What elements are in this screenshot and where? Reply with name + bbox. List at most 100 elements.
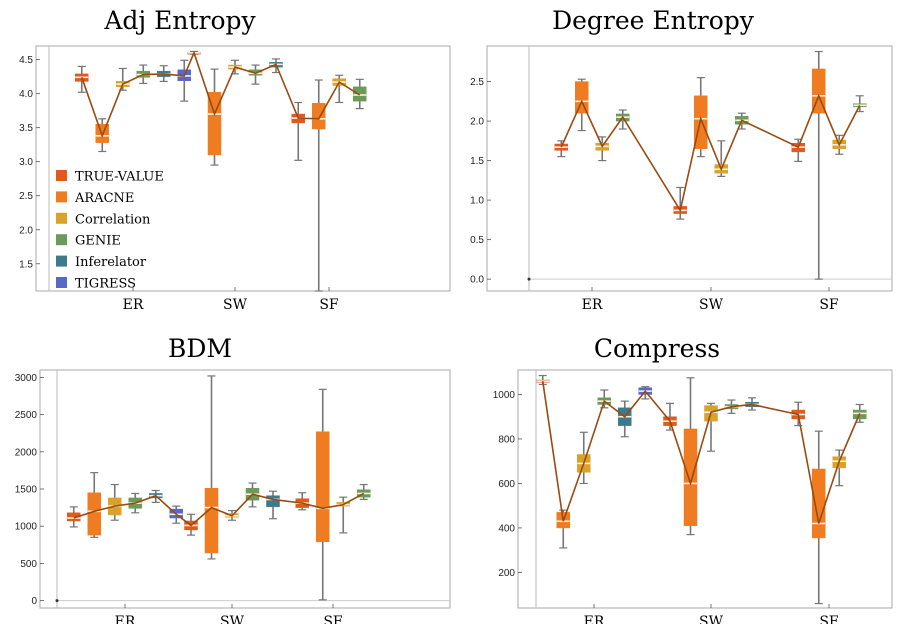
plot-frame <box>517 369 893 609</box>
box-aracne <box>683 377 698 536</box>
box-inferelator <box>266 490 280 520</box>
legend-swatch <box>56 255 67 267</box>
legend-label: Correlation <box>75 212 151 227</box>
y-tick-label: 0.5 <box>470 235 484 246</box>
y-tick-label: 2.5 <box>19 191 33 202</box>
chart-title: BDM <box>167 334 232 363</box>
plot-frame <box>39 369 451 609</box>
box-body <box>575 81 589 114</box>
box-body <box>683 428 698 526</box>
median-trend-line <box>73 492 365 527</box>
y-tick-label: 2.5 <box>470 77 484 88</box>
origin-point <box>527 277 531 281</box>
chart-degree-entropy: Degree Entropy <box>450 0 900 312</box>
y-tick-label: 400 <box>498 523 515 534</box>
box-genie <box>853 95 867 113</box>
box-genie <box>248 64 263 85</box>
box-genie <box>353 78 367 110</box>
box-aracne <box>316 388 330 601</box>
x-tick-label: ER <box>582 297 603 313</box>
legend-label: Inferelator <box>75 255 147 270</box>
box-aracne <box>87 472 101 538</box>
legend-swatch <box>56 212 67 224</box>
box-correlation <box>832 449 846 487</box>
x-tick-label: SF <box>319 297 339 313</box>
y-tick-label: 3.0 <box>19 157 33 168</box>
legend-label: ARACNE <box>74 191 134 206</box>
box-body <box>67 512 81 522</box>
median-trend-line <box>560 93 861 213</box>
chart-title: Adj Entropy <box>104 6 256 35</box>
box-body <box>312 102 326 130</box>
x-tick-label: SF <box>323 614 343 624</box>
box-truevalue <box>291 101 305 161</box>
legend-label: TRUE-VALUE <box>75 170 164 185</box>
box-aracne <box>812 50 826 280</box>
plot-area: 0.0 0.5 1.0 1.5 2.0 2.5 ER SW SF <box>470 45 893 313</box>
plot-area: 200 400 600 800 1000 ER SW SF <box>493 369 893 624</box>
x-tick-label: ER <box>123 297 144 313</box>
x-tick-label: SW <box>220 614 245 624</box>
box-aracne <box>575 78 589 132</box>
y-tick-label: 3000 <box>15 373 38 384</box>
y-tick-label: 1000 <box>493 390 516 401</box>
origin-point <box>55 599 59 603</box>
y-tick-label: 500 <box>20 559 37 570</box>
y-tick-label: 1.5 <box>470 156 484 167</box>
plot-frame <box>35 45 451 292</box>
y-tick-label: 3.5 <box>19 123 33 134</box>
y-tick-label: 1500 <box>15 485 38 496</box>
legend-label: GENIE <box>75 234 121 249</box>
legend-label: TIGRESS <box>75 277 136 292</box>
box-aracne <box>312 79 326 292</box>
box-genie <box>357 483 371 501</box>
legend-swatch <box>56 191 67 203</box>
y-tick-label: 800 <box>498 434 515 445</box>
median-trend-line <box>541 381 861 524</box>
x-tick-label: SW <box>699 297 724 313</box>
y-tick-label: 1000 <box>15 522 38 533</box>
chart-bdm: BDM <box>0 312 450 624</box>
legend-swatch <box>56 277 67 288</box>
box-body <box>87 492 101 536</box>
y-tick-label: 600 <box>498 479 515 490</box>
box-truevalue <box>554 140 568 158</box>
legend: TRUE-VALUE ARACNE Correlation GENIE Inferela… <box>56 170 164 292</box>
plot-area: 0 500 1000 1500 2000 2500 3000 ER SW SF <box>15 369 451 624</box>
box-correlation <box>116 67 130 91</box>
box-body <box>316 431 330 543</box>
y-tick-label: 0 <box>31 596 37 607</box>
chart-compress: Compress <box>450 312 900 624</box>
y-tick-label: 2.0 <box>470 117 484 128</box>
y-tick-label: 0.0 <box>470 275 484 286</box>
plot-frame <box>486 45 893 292</box>
y-tick-label: 2.0 <box>19 225 33 236</box>
box-inferelator <box>618 400 632 438</box>
box-truevalue <box>295 492 309 511</box>
box-correlation <box>108 483 122 521</box>
box-body <box>353 86 367 102</box>
y-tick-label: 200 <box>498 568 515 579</box>
legend-swatch <box>56 234 67 246</box>
y-tick-label: 2000 <box>15 447 38 458</box>
box-aracne <box>207 68 222 166</box>
x-tick-label: SF <box>819 614 839 624</box>
y-tick-label: 4.0 <box>19 89 33 100</box>
y-tick-label: 1.0 <box>470 196 484 207</box>
y-tick-label: 1.5 <box>19 259 33 270</box>
box-body <box>204 488 219 554</box>
y-tick-label: 4.5 <box>19 55 33 66</box>
box-truevalue <box>791 138 805 162</box>
plot-area: 1.5 2.0 2.5 3.0 3.5 4.0 4.5 ER SW SF TRUE-VALUE ARA… <box>19 45 451 313</box>
chart-adj-entropy: Adj Entropy <box>0 0 450 312</box>
y-tick-label: 2500 <box>15 410 38 421</box>
x-tick-label: SF <box>819 297 839 313</box>
legend-swatch <box>56 170 67 181</box>
chart-title: Degree Entropy <box>552 6 754 35</box>
chart-title: Compress <box>593 334 721 363</box>
box-body <box>266 495 280 508</box>
x-tick-label: ER <box>584 614 605 624</box>
box-aracne <box>204 375 219 560</box>
box-genie <box>616 109 630 130</box>
